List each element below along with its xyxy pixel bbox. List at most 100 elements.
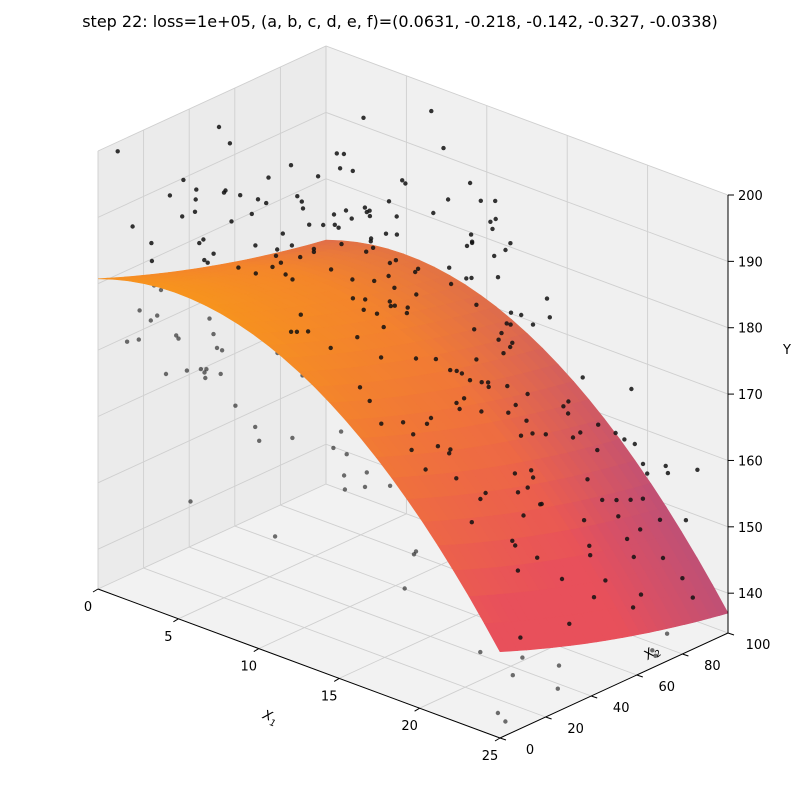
scatter-point: [362, 205, 368, 210]
scatter-point: [214, 345, 220, 351]
scatter-point: [472, 327, 477, 332]
scatter-point: [328, 267, 334, 272]
scatter-point: [253, 271, 258, 276]
scatter-point: [283, 272, 288, 277]
scatter-point: [221, 190, 227, 195]
grid-line-y: [188, 109, 592, 697]
scatter-point: [515, 568, 521, 573]
scatter-point: [445, 197, 451, 202]
scatter-point: [469, 275, 474, 281]
scatter-point: [478, 496, 483, 502]
scatter-point: [229, 219, 234, 224]
scatter-point: [115, 149, 120, 154]
scatter-point: [613, 430, 618, 436]
scatter-point: [307, 222, 312, 227]
scatter-point: [253, 424, 258, 430]
scatter-point: [278, 260, 284, 265]
scatter-point: [341, 151, 347, 157]
scatter-point: [660, 555, 666, 561]
scatter-point: [464, 276, 469, 281]
scatter-point: [510, 673, 515, 678]
scatter-point: [447, 265, 452, 270]
scatter-point: [198, 366, 204, 372]
scatter-point: [174, 333, 179, 338]
x-tick-label: 25: [482, 749, 499, 764]
scatter-point: [448, 367, 453, 373]
left-pane: [98, 46, 326, 589]
scatter-point: [194, 187, 199, 192]
scatter-point: [650, 648, 655, 653]
scatter-point: [299, 199, 304, 204]
scatter-point: [290, 277, 295, 282]
scatter-point: [485, 380, 491, 385]
scatter-point: [270, 264, 275, 270]
scatter-point: [180, 214, 185, 219]
scatter-point: [622, 437, 627, 442]
scatter-point: [295, 194, 300, 199]
grid-line-z: [97, 45, 729, 196]
scatter-point: [364, 470, 369, 475]
scatter-point: [387, 483, 393, 488]
scatter-point: [204, 367, 209, 372]
scatter-point: [361, 307, 366, 312]
scatter-point: [454, 476, 459, 481]
scatter-point: [202, 370, 207, 375]
scatter-point: [506, 410, 511, 415]
scatter-point: [467, 180, 473, 186]
chart-title: step 22: loss=1e+05, (a, b, c, d, e, f)=…: [82, 12, 718, 31]
surface-patch: [484, 622, 510, 653]
scatter-point: [236, 265, 241, 270]
scatter-point: [211, 251, 216, 256]
scatter-point: [392, 285, 397, 290]
x-tick-mark: [494, 737, 501, 742]
z-tick-label: 170: [738, 388, 763, 403]
scatter-point: [188, 499, 193, 504]
scatter-point: [603, 578, 608, 583]
scatter-point: [181, 177, 186, 183]
scatter-point: [478, 198, 483, 203]
scatter-point: [216, 124, 222, 130]
scatter-point: [367, 213, 373, 219]
scatter-point: [136, 337, 141, 342]
scatter-point: [638, 592, 644, 597]
tick-labels: 0 5 10 15 20 25 0 20 40 60 80 100 140 150 160 170 180 190…: [84, 189, 771, 764]
scatter-point: [448, 281, 454, 287]
scatter-point: [665, 470, 671, 476]
scatter-point: [488, 219, 493, 224]
scatter-point: [454, 400, 459, 406]
y-tick-mark: [499, 737, 507, 741]
scatter-point: [529, 468, 534, 473]
y-tick-mark: [727, 632, 735, 636]
scatter-point: [469, 520, 474, 525]
scatter-point: [640, 496, 646, 501]
scatter-point: [349, 216, 354, 221]
scatter-point: [493, 216, 498, 222]
scatter-point: [490, 226, 495, 232]
scatter-point: [435, 444, 441, 449]
scatter-point: [486, 384, 491, 390]
scatter-point: [361, 115, 366, 121]
scatter-point: [201, 237, 206, 242]
scatter-point: [275, 247, 280, 252]
fitted-surface: [97, 239, 729, 653]
scatter-point: [311, 249, 317, 255]
scatter-point: [657, 517, 663, 522]
scatter-point: [197, 240, 202, 246]
scatter-point: [249, 211, 254, 217]
scatter-point: [695, 467, 700, 472]
scatter-point: [530, 475, 536, 480]
scatter-point: [479, 409, 484, 414]
scatter-point: [203, 375, 208, 381]
scatter-point: [448, 447, 453, 452]
scatter-point: [184, 368, 190, 373]
scatter-point: [350, 277, 355, 282]
scatter-point: [381, 324, 386, 330]
y-tick-label: 60: [659, 680, 676, 695]
scatter-point: [624, 536, 630, 542]
y-axis-line: [499, 632, 729, 739]
scatter-point: [400, 178, 405, 183]
scatter-point: [288, 329, 294, 334]
scatter-point: [565, 411, 571, 416]
scatter-point: [518, 635, 523, 640]
scatter-point: [559, 576, 565, 582]
